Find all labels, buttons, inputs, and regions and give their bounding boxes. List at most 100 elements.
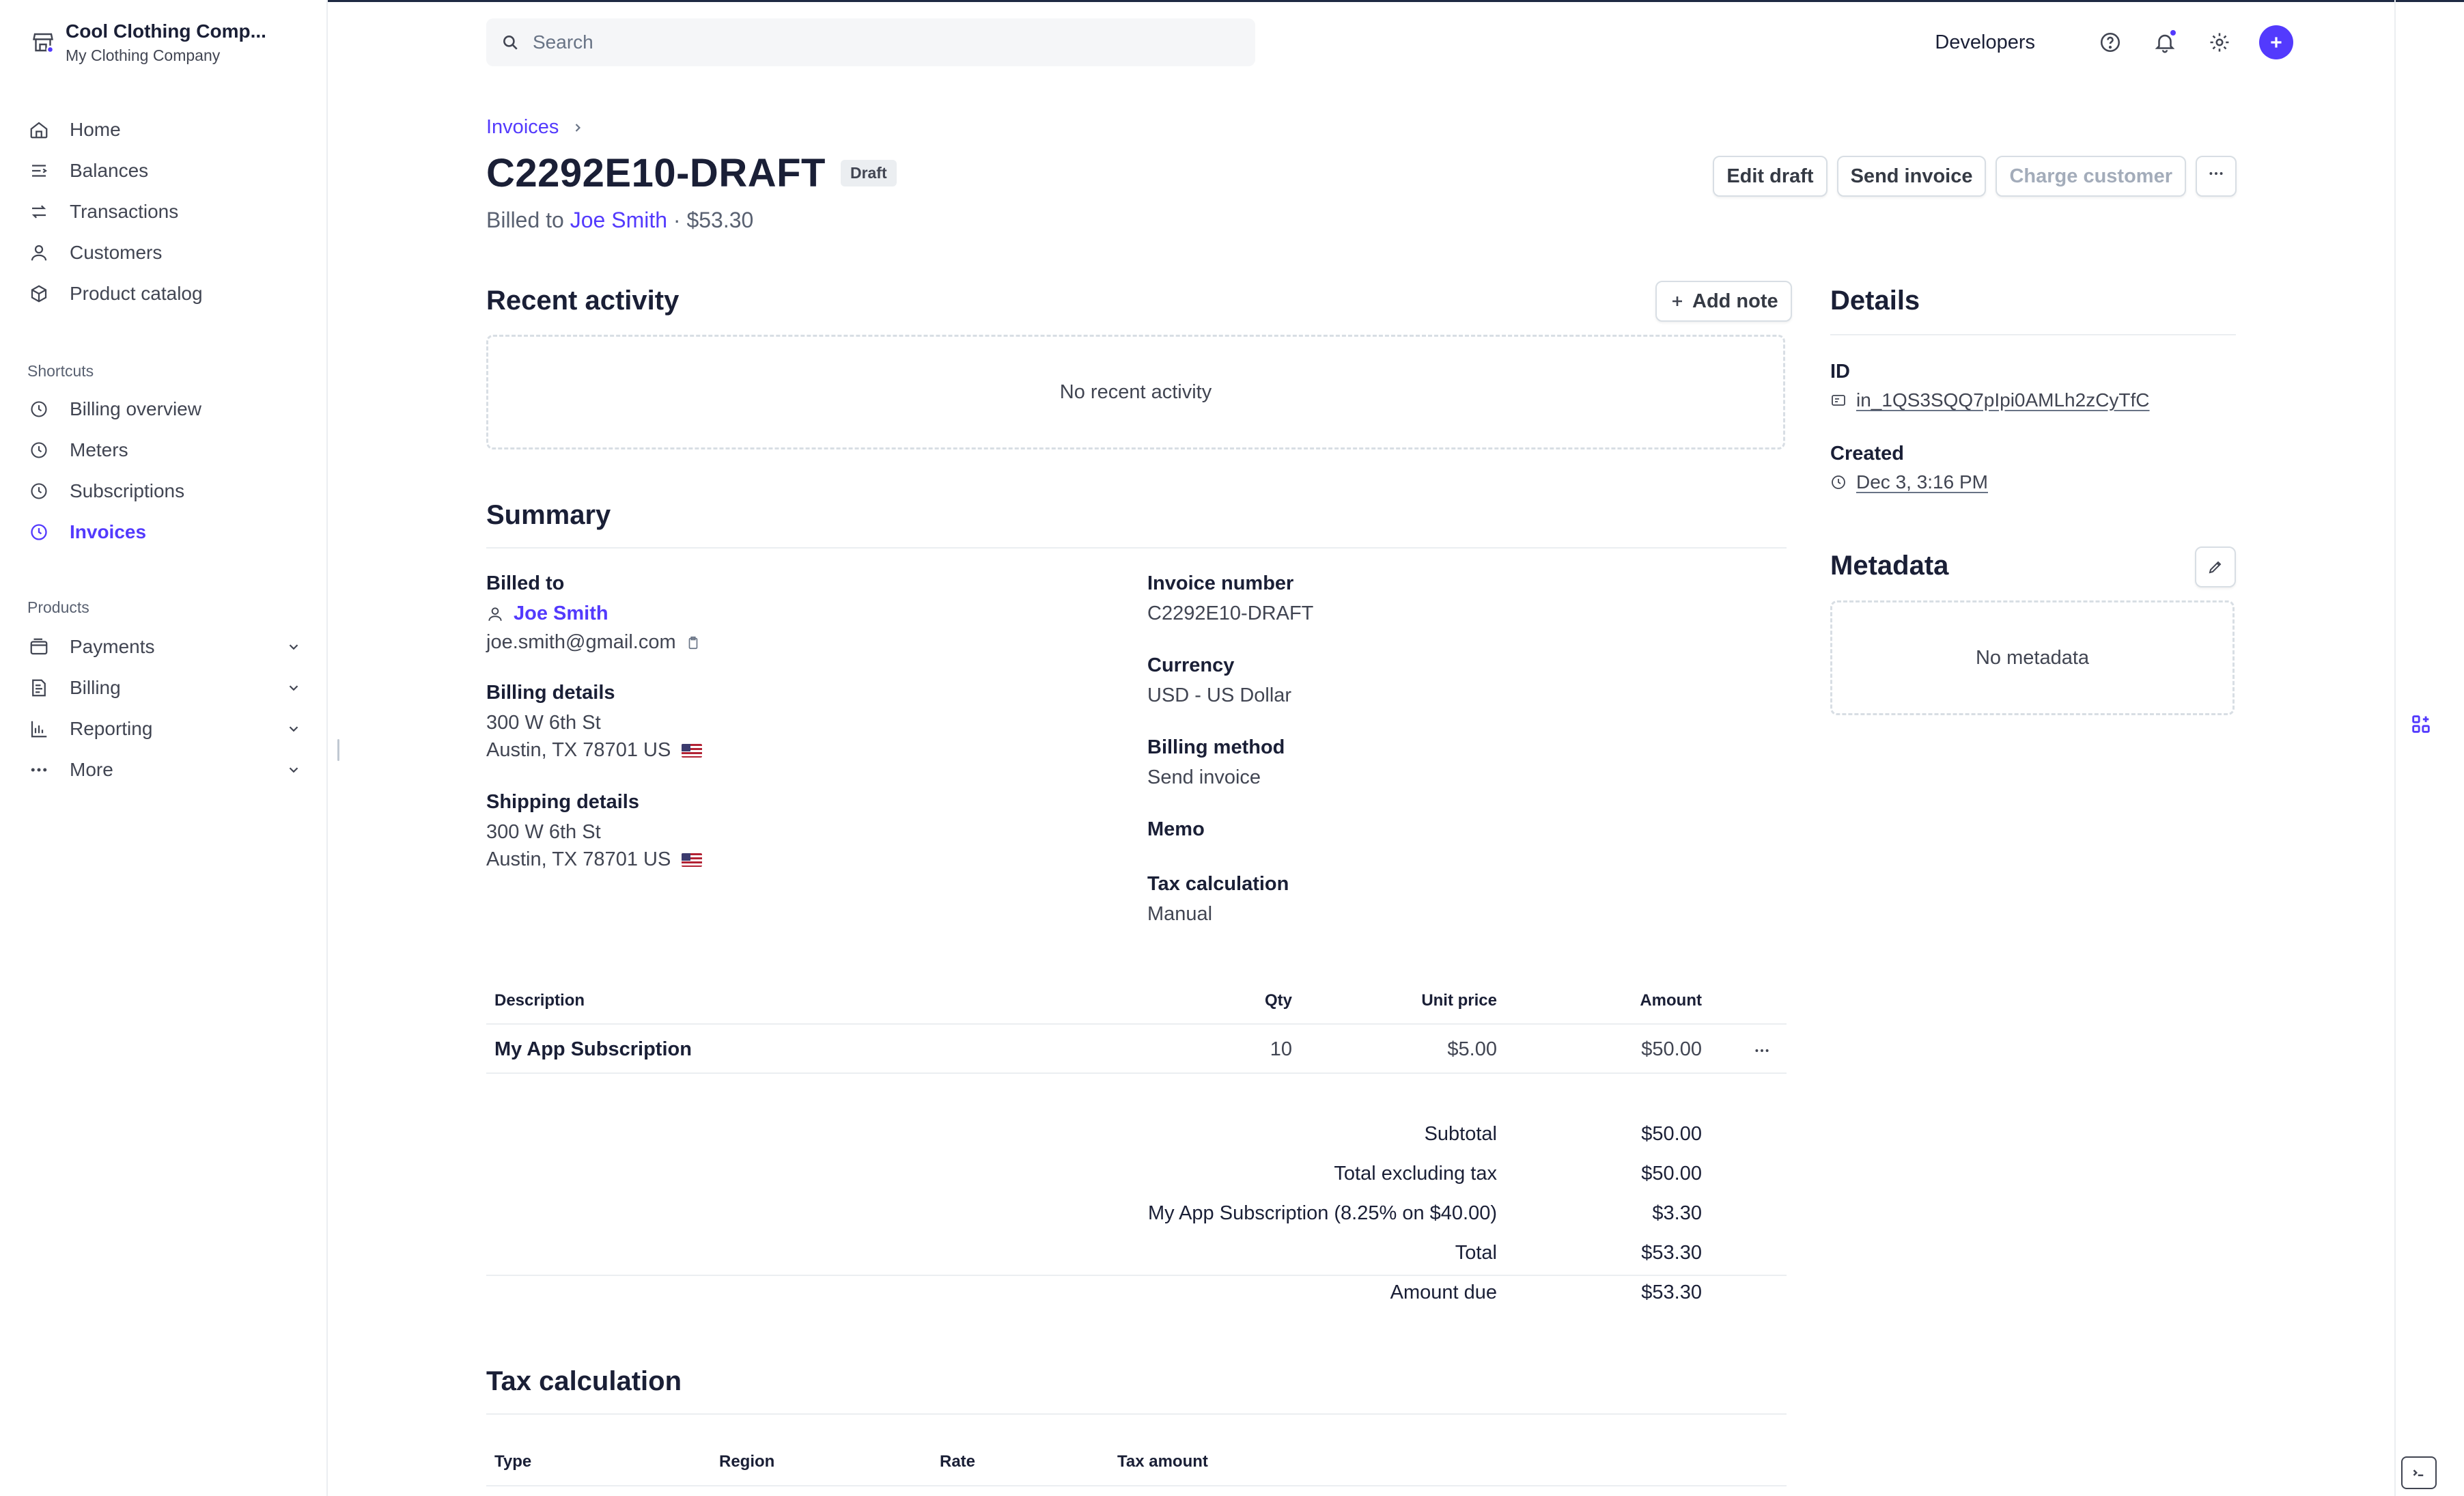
tax-calculation-value: Manual — [1147, 903, 1213, 925]
sidebar-item-meters[interactable]: Meters — [27, 430, 307, 471]
help-icon[interactable] — [2095, 27, 2125, 57]
metadata-empty: No metadata — [1830, 600, 2235, 715]
pencil-icon — [2207, 559, 2224, 575]
billed-prefix: Billed to — [486, 208, 564, 232]
home-icon — [27, 118, 51, 141]
sidebar-item-billing[interactable]: Billing — [27, 667, 307, 708]
create-plus-button[interactable] — [2259, 25, 2293, 59]
header-actions: Developers — [1935, 20, 2293, 64]
invoice-actions: Edit draft Send invoice Charge customer — [1703, 156, 2237, 197]
customer-link[interactable]: Joe Smith — [570, 208, 668, 232]
table-row-divider — [486, 1072, 1787, 1074]
billed-to-label: Billed to — [486, 572, 565, 594]
search-bar[interactable] — [486, 18, 1255, 66]
sidebar-resize-handle[interactable] — [337, 739, 339, 761]
sidebar-item-label: Transactions — [70, 201, 179, 222]
sidebar-item-transactions[interactable]: Transactions — [27, 191, 307, 232]
products-nav: Payments Billing Reporting More — [27, 626, 307, 790]
shipping-address-line1: 300 W 6th St — [486, 821, 601, 843]
billing-address-line2: Austin, TX 78701 US — [486, 739, 703, 762]
sidebar-item-reporting[interactable]: Reporting — [27, 708, 307, 749]
col-amount: Amount — [1640, 991, 1702, 1010]
billed-to-customer-link[interactable]: Joe Smith — [514, 602, 608, 624]
more-actions-button[interactable] — [2196, 156, 2237, 197]
us-flag-icon — [682, 743, 703, 758]
totals-divider — [486, 1275, 1787, 1276]
apps-grid-icon[interactable] — [2404, 707, 2438, 741]
box-icon — [27, 282, 51, 305]
amount-due-label: Amount due — [1390, 1282, 1497, 1303]
wallet-icon — [27, 635, 51, 659]
sidebar: Cool Clothing Comp... My Clothing Compan… — [0, 0, 328, 1496]
empty-metadata-text: No metadata — [1975, 646, 2090, 669]
chevron-down-icon[interactable] — [285, 680, 302, 696]
copy-icon[interactable] — [686, 635, 701, 650]
invoice-number-label: Invoice number — [1147, 572, 1294, 594]
col-description: Description — [494, 991, 585, 1010]
total-value: $53.30 — [1641, 1242, 1702, 1264]
status-badge: Draft — [840, 160, 897, 186]
chevron-right-icon — [571, 121, 585, 135]
clock-icon — [27, 439, 51, 462]
plus-icon — [1669, 293, 1685, 309]
sidebar-item-billing-overview[interactable]: Billing overview — [27, 389, 307, 430]
add-note-button[interactable]: Add note — [1655, 281, 1792, 322]
id-card-icon — [1830, 391, 1848, 409]
transactions-icon — [27, 200, 51, 223]
products-heading: Products — [27, 598, 89, 616]
table-header-divider — [486, 1023, 1787, 1025]
invoice-amount: · $53.30 — [673, 208, 754, 232]
edit-metadata-button[interactable] — [2195, 546, 2236, 587]
sidebar-item-label: Product catalog — [70, 283, 203, 304]
sidebar-item-balances[interactable]: Balances — [27, 150, 307, 191]
chevron-down-icon[interactable] — [285, 762, 302, 778]
chevron-down-icon[interactable] — [285, 639, 302, 655]
window-top-edge — [0, 0, 2464, 2]
breadcrumb-invoices-link[interactable]: Invoices — [486, 116, 559, 138]
tax-header-divider — [486, 1485, 1787, 1486]
amount-due-value: $53.30 — [1641, 1282, 1702, 1303]
search-input[interactable] — [533, 31, 1188, 53]
sidebar-item-customers[interactable]: Customers — [27, 232, 307, 273]
dots-icon — [27, 758, 51, 781]
developers-link[interactable]: Developers — [1935, 31, 2035, 53]
total-label: Total — [1455, 1242, 1497, 1264]
col-tax-amount: Tax amount — [1117, 1452, 1208, 1471]
sidebar-item-product-catalog[interactable]: Product catalog — [27, 273, 307, 314]
invoice-id[interactable]: in_1QS3SQQ7pIpi0AMLh2zCyTfC — [1830, 389, 2150, 411]
sidebar-item-subscriptions[interactable]: Subscriptions — [27, 471, 307, 512]
sidebar-item-payments[interactable]: Payments — [27, 626, 307, 667]
shipping-address-line2: Austin, TX 78701 US — [486, 848, 703, 871]
col-region: Region — [719, 1452, 775, 1471]
invoice-id-text: in_1QS3SQQ7pIpi0AMLh2zCyTfC — [1856, 389, 2150, 411]
metadata-title: Metadata — [1830, 551, 1949, 581]
terminal-icon[interactable] — [2401, 1456, 2437, 1489]
sidebar-item-label: Payments — [70, 636, 155, 657]
bell-icon[interactable] — [2150, 27, 2180, 57]
add-note-label: Add note — [1692, 290, 1778, 312]
sidebar-item-home[interactable]: Home — [27, 109, 307, 150]
charge-customer-button[interactable]: Charge customer — [1996, 156, 2186, 197]
summary-title: Summary — [486, 500, 611, 530]
col-rate: Rate — [940, 1452, 976, 1471]
shipping-details-label: Shipping details — [486, 791, 639, 813]
account-switcher[interactable]: Cool Clothing Comp... My Clothing Compan… — [27, 15, 314, 70]
customer-email: joe.smith@gmail.com — [486, 631, 701, 654]
sidebar-item-label: Reporting — [70, 718, 153, 739]
sidebar-item-label: Invoices — [70, 521, 147, 542]
created-date[interactable]: Dec 3, 3:16 PM — [1830, 471, 1988, 493]
send-invoice-button[interactable]: Send invoice — [1836, 156, 1987, 197]
edit-draft-button[interactable]: Edit draft — [1713, 156, 1828, 197]
recent-activity-title: Recent activity — [486, 286, 680, 316]
shipping-city-text: Austin, TX 78701 US — [486, 848, 671, 870]
billing-icon — [27, 676, 51, 699]
line-item-more-icon[interactable] — [1748, 1037, 1776, 1064]
sidebar-item-more[interactable]: More — [27, 749, 307, 790]
chart-icon — [27, 717, 51, 740]
chevron-down-icon[interactable] — [285, 721, 302, 737]
sidebar-item-invoices[interactable]: Invoices — [27, 512, 307, 553]
gear-icon[interactable] — [2204, 27, 2235, 57]
person-icon — [486, 605, 504, 623]
line-item-amount: $50.00 — [1641, 1038, 1702, 1060]
clock-icon — [27, 398, 51, 421]
